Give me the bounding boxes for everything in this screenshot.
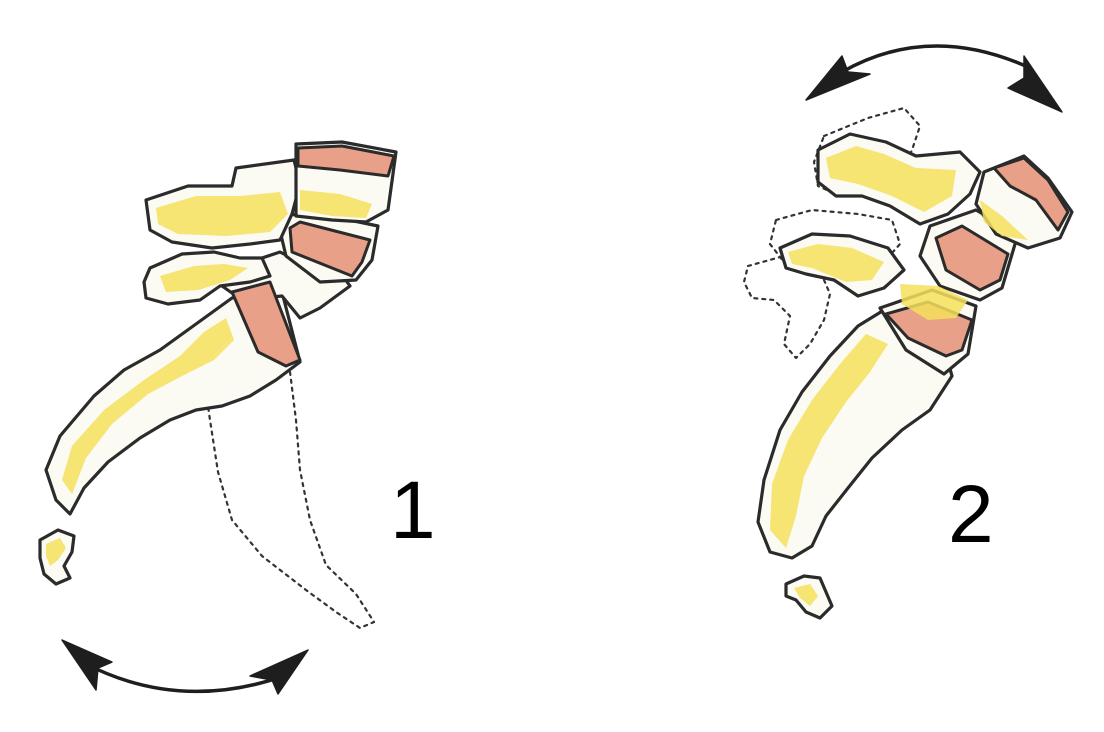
figure-1-coccyx-ghost (204, 356, 376, 630)
figure-1-spine (38, 140, 398, 630)
figure-1-process-middle-tint (156, 192, 288, 236)
figure-2-vertebra-middle-tint (900, 284, 968, 320)
figure-2-process-upper-tint (826, 146, 956, 212)
figure-2-sacrum-tint (770, 334, 888, 548)
figure-2-process-lower-tint (788, 244, 884, 282)
figure-1-arrowhead-left (61, 639, 113, 691)
figure-1-arrow-curve (84, 662, 286, 694)
figure-2-label: 2 (948, 469, 994, 560)
figure-2-coccyx-tip-tint (794, 584, 818, 606)
figure-2-arrow (805, 44, 1063, 113)
figure-1-disc-lower (230, 280, 302, 368)
figure-1-vertebra-upper-tint (300, 190, 372, 218)
figure-1-arrow (61, 639, 309, 695)
figure-1-disc-upper (296, 144, 396, 178)
figure-2-disc-upper (992, 156, 1070, 232)
figure-2-arrow-curve (840, 44, 1032, 74)
figure-1-process-lower-tint (160, 264, 248, 292)
figure-2-sacrum (756, 308, 954, 560)
figure-2-disc-middle (934, 224, 1010, 292)
figure-2-spine (742, 106, 1074, 620)
figure-2-arrowhead-right (1007, 55, 1063, 113)
figure-1-coccyx-tip-tint (46, 538, 66, 566)
figure-2-vertebra-upper-tint (980, 200, 1028, 240)
figure-1-sacrum (44, 290, 302, 516)
figure-1-label: 1 (390, 465, 436, 556)
figure-1-sacrum-tint (62, 318, 234, 494)
figure-1-disc-middle (288, 220, 372, 278)
figure-2-arrowhead-left (805, 55, 871, 101)
figure-1-arrowhead-right (249, 649, 309, 695)
